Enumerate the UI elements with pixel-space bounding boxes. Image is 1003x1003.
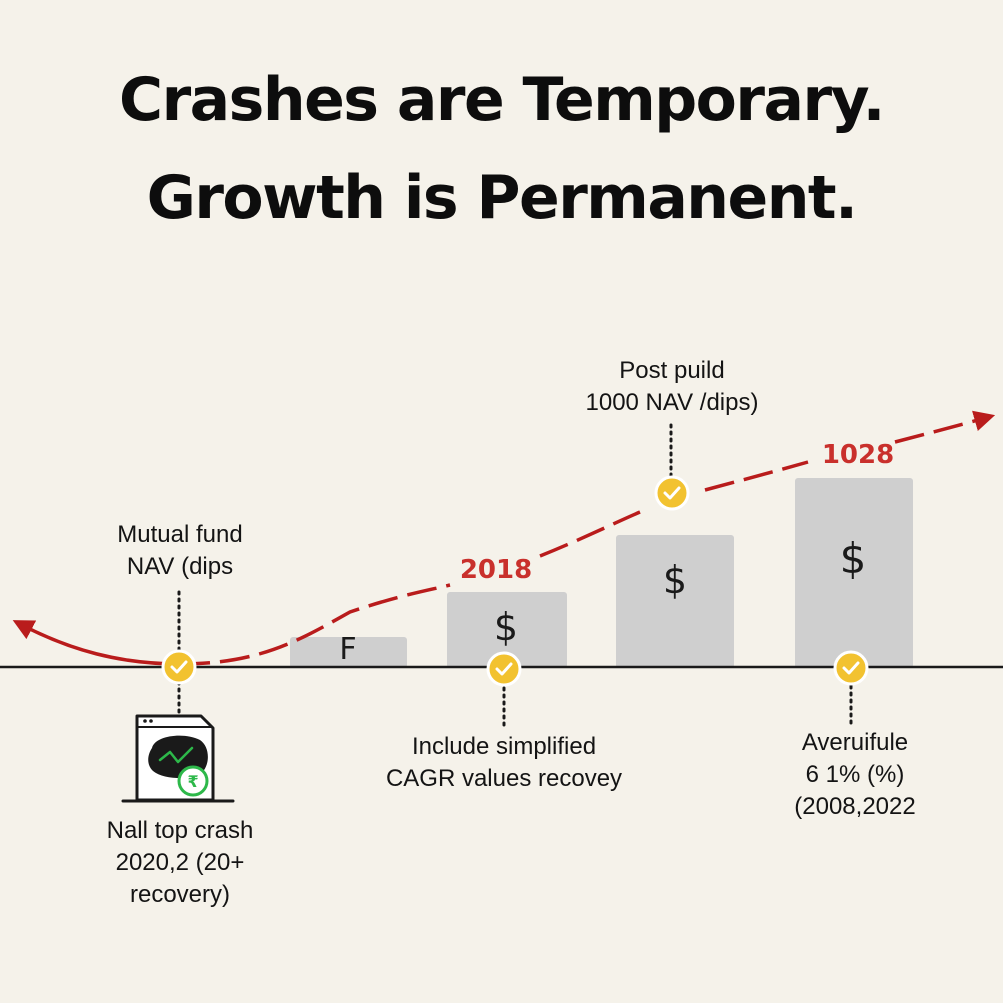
callout-left-bottom-line: Nall top crash: [106, 817, 254, 844]
callout-right-bottom-line: Averuifule: [801, 729, 909, 756]
callout-right-top-line: Post puild: [619, 357, 725, 384]
callout-right-top: Post puild 1000 NAV /dips): [547, 355, 797, 419]
browser-chart-icon: [121, 714, 235, 803]
year-label-mid: 2018: [459, 555, 533, 585]
bar-label-3: $: [662, 558, 688, 602]
callout-left-bottom-line: 2020,2 (20+: [115, 849, 245, 876]
check-circle-icon: [486, 651, 522, 687]
bar-1: [290, 637, 407, 668]
callout-left-top-line: Mutual fund: [117, 521, 243, 548]
bar-4: [795, 478, 913, 668]
trend-line-right-arrow: [894, 410, 996, 444]
year-label-right: 1028: [821, 440, 895, 470]
callout-left-bottom: Nall top crash 2020,2 (20+ recovery): [70, 815, 290, 911]
callout-left-top-line: NAV (dips: [126, 553, 234, 580]
callout-right-top-line: 1000 NAV /dips): [585, 389, 759, 416]
callout-middle-bottom: Include simplified CAGR values recovey: [364, 731, 644, 795]
bar-label-4: $: [839, 534, 867, 583]
svg-text:₹: ₹: [187, 772, 198, 791]
check-circle-icon: [833, 650, 869, 686]
check-circle-icon: [654, 475, 690, 511]
bar-3: [616, 535, 734, 668]
trend-line: [179, 583, 451, 666]
bar-2: [447, 592, 567, 668]
check-circle-icon: [161, 649, 197, 685]
trend-line-mid: [539, 510, 641, 558]
callout-left-bottom-line: recovery): [129, 881, 231, 908]
callout-right-bottom: Averuifule 6 1% (%) (2008,2022: [760, 727, 950, 823]
callout-middle-bottom-line: CAGR values recovey: [385, 765, 623, 792]
callout-right-bottom-line: (2008,2022: [794, 793, 916, 820]
callout-left-top: Mutual fund NAV (dips: [80, 519, 280, 583]
trend-line-right: [704, 460, 809, 492]
rupee-coin-icon: ₹: [177, 765, 209, 797]
trend-line-left-arrow: [12, 620, 181, 666]
title-line-1: Crashes are Temporary.: [119, 65, 885, 135]
bar-label-2: $: [493, 605, 519, 649]
bar-label-1: F: [339, 632, 357, 667]
title-line-2: Growth is Permanent.: [146, 163, 858, 233]
callout-middle-bottom-line: Include simplified: [411, 733, 597, 760]
callout-right-bottom-line: 6 1% (%): [805, 761, 905, 788]
